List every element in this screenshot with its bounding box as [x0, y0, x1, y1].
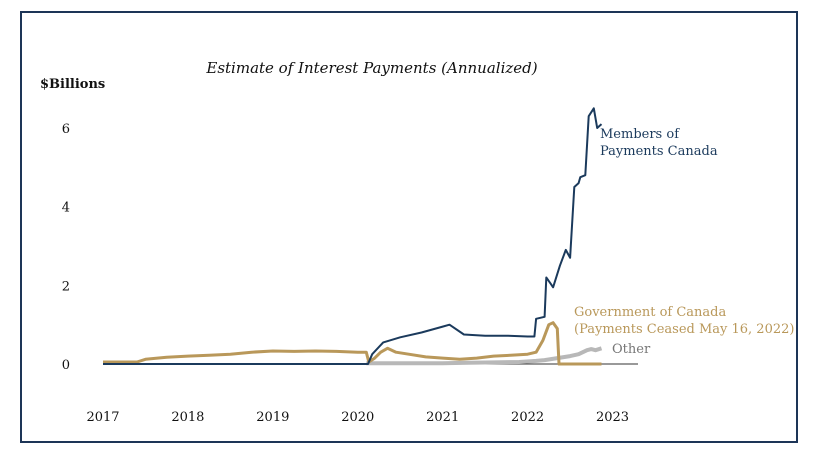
series-label-members: Payments Canada — [600, 144, 718, 159]
x-tick-label: 2017 — [86, 410, 119, 425]
chart-title: Estimate of Interest Payments (Annualize… — [205, 59, 537, 77]
x-tick-label: 2018 — [171, 410, 204, 425]
series-label-members: Members of — [600, 127, 680, 142]
series-lines — [103, 107, 603, 366]
series-label-other: Other — [612, 342, 651, 357]
y-tick-label: 4 — [62, 201, 70, 216]
y-tick-label: 6 — [62, 122, 70, 137]
x-tick-label: 2020 — [341, 410, 374, 425]
x-tick-label: 2022 — [511, 410, 544, 425]
chart-frame — [20, 11, 798, 443]
y-axis-unit-label: $Billions — [40, 77, 105, 92]
x-tick-labels: 2017 2018 2019 2020 2021 2022 2023 — [86, 410, 629, 425]
x-tick-label: 2023 — [596, 410, 629, 425]
series-line-other — [366, 346, 603, 366]
series-labels: Members of Payments Canada Government of C… — [574, 127, 794, 357]
series-label-government: (Payments Ceased May 16, 2022) — [574, 322, 794, 337]
y-tick-labels: 0 2 4 6 — [62, 122, 70, 373]
series-line-members — [103, 107, 603, 365]
series-line-government — [103, 321, 602, 366]
series-label-government: Government of Canada — [574, 305, 726, 320]
y-tick-label: 2 — [62, 279, 70, 294]
x-tick-label: 2019 — [256, 410, 289, 425]
y-tick-label: 0 — [62, 358, 70, 373]
x-tick-label: 2021 — [426, 410, 459, 425]
